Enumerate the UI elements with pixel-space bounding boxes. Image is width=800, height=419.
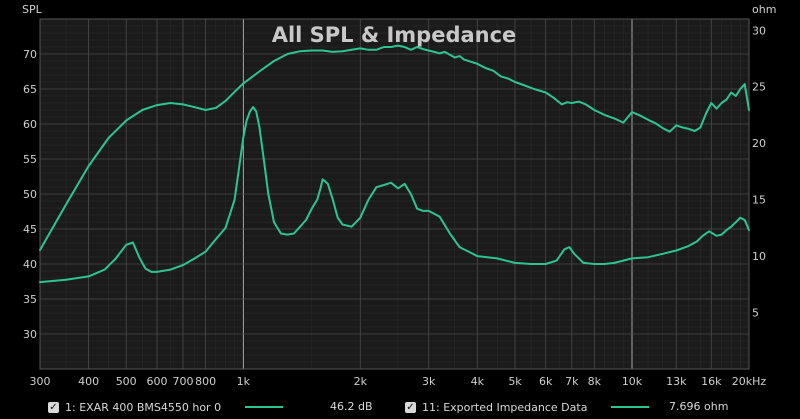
x-tick-label: 13k — [666, 375, 687, 388]
y-left-tick-label: 40 — [23, 258, 37, 271]
y-right-tick-label: 25 — [752, 81, 766, 94]
y-left-tick-label: 45 — [23, 223, 37, 236]
checkbox-checked-icon[interactable]: ✓ — [48, 401, 59, 413]
x-tick-label: 20kHz — [732, 375, 767, 388]
x-tick-label: 6k — [539, 375, 553, 388]
tick-labels: 300 400 500 600 700 800 1k 2k 3k 4k 5k 6k 7k 8k 10k 13k… — [23, 24, 766, 388]
y-left-tick-label: 35 — [23, 293, 37, 306]
grid-lines — [39, 18, 750, 370]
y-left-tick-label: 30 — [23, 328, 37, 341]
y-left-tick-label: 65 — [23, 83, 37, 96]
spl-curve — [39, 44, 750, 251]
y-left-tick-label: 50 — [23, 188, 37, 201]
legend-value-impedance: 7.696 ohm — [669, 400, 729, 413]
left-axis-label: SPL — [22, 3, 43, 16]
x-tick-label: 7k — [565, 375, 579, 388]
y-right-tick-label: 10 — [752, 250, 766, 263]
legend-value-spl: 46.2 dB — [330, 400, 373, 413]
x-tick-label: 3k — [422, 375, 436, 388]
x-tick-label: 2k — [354, 375, 368, 388]
x-tick-label: 700 — [173, 375, 194, 388]
x-tick-label: 16k — [701, 375, 722, 388]
y-left-tick-label: 60 — [23, 118, 37, 131]
checkbox-checked-icon[interactable]: ✓ — [405, 401, 416, 413]
legend-bar: ✓ 1: EXAR 400 BMS4550 hor 0 46.2 dB ✓ 11… — [0, 396, 800, 419]
x-tick-label: 600 — [147, 375, 168, 388]
x-tick-label: 8k — [588, 375, 602, 388]
legend-swatch-spl — [245, 406, 284, 408]
chart-title: All SPL & Impedance — [272, 23, 517, 47]
legend-swatch-impedance — [611, 406, 650, 408]
y-left-tick-label: 55 — [23, 153, 37, 166]
x-tick-label: 10k — [622, 375, 643, 388]
right-axis-label: ohm — [752, 3, 776, 16]
series-layer — [39, 44, 750, 284]
legend-item-impedance[interactable]: ✓ 11: Exported Impedance Data — [405, 398, 650, 416]
x-tick-label: 800 — [195, 375, 216, 388]
legend-label-impedance: 11: Exported Impedance Data — [422, 400, 588, 414]
x-tick-label: 300 — [30, 375, 51, 388]
legend-item-spl[interactable]: ✓ 1: EXAR 400 BMS4550 hor 0 — [48, 398, 284, 416]
y-left-tick-label: 70 — [23, 48, 37, 61]
y-right-tick-label: 15 — [752, 194, 766, 207]
x-tick-label: 1k — [237, 375, 251, 388]
y-right-tick-label: 5 — [752, 307, 759, 320]
y-right-tick-label: 30 — [752, 24, 766, 37]
x-tick-label: 400 — [78, 375, 99, 388]
impedance-curve — [39, 106, 750, 284]
plot-frame — [39, 18, 750, 370]
x-tick-label: 5k — [508, 375, 522, 388]
legend-label-spl: 1: EXAR 400 BMS4550 hor 0 — [65, 400, 222, 414]
x-tick-label: 500 — [116, 375, 137, 388]
y-right-tick-label: 20 — [752, 137, 766, 150]
x-tick-label: 4k — [471, 375, 485, 388]
